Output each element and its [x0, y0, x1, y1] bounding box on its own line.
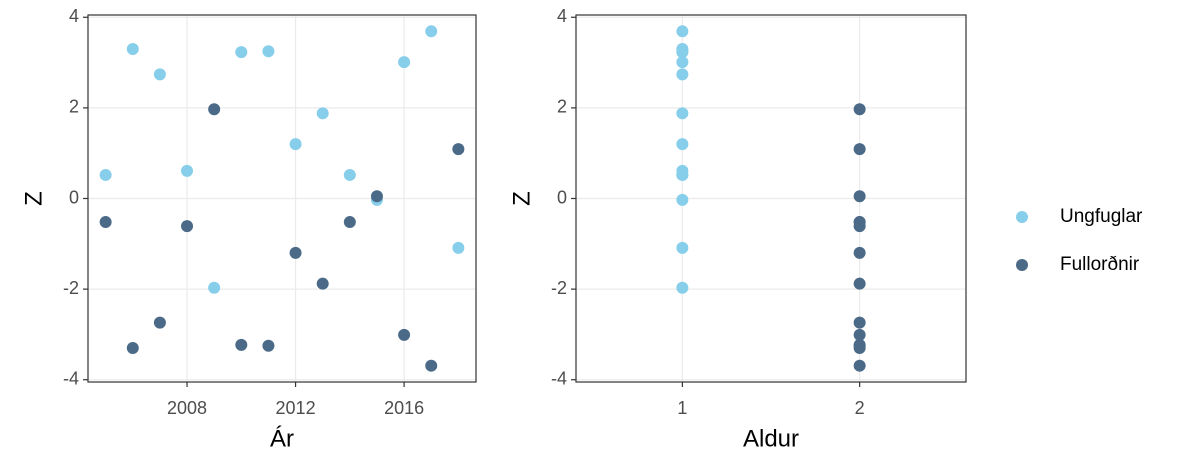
point [853, 339, 866, 352]
y-axis-title: Z [20, 191, 47, 206]
point [452, 241, 465, 254]
point [853, 328, 866, 341]
point [676, 168, 689, 181]
y-tick-label: -4 [63, 368, 79, 388]
point [99, 168, 112, 181]
legend-label: Fullorðnir [1060, 254, 1140, 275]
y-tick-label: 2 [557, 97, 567, 117]
point [262, 45, 275, 58]
point [99, 216, 112, 229]
legend-marker [1016, 211, 1028, 223]
x-tick-label: 2016 [384, 398, 424, 418]
x-axis-title: Aldur [743, 425, 799, 452]
point [676, 25, 689, 38]
y-tick-label: 0 [557, 187, 567, 207]
point [676, 45, 689, 58]
legend-label: Ungfuglar [1060, 206, 1143, 227]
point [676, 193, 689, 206]
point [676, 68, 689, 81]
point [853, 216, 866, 229]
point [289, 138, 302, 151]
x-axis-title: Ár [270, 425, 294, 452]
point [853, 277, 866, 290]
point [853, 190, 866, 203]
x-tick-label: 2 [855, 398, 865, 418]
point [452, 143, 465, 156]
point [853, 103, 866, 116]
x-tick-label: 2012 [276, 398, 316, 418]
point [153, 316, 166, 329]
point [208, 281, 221, 294]
point [343, 216, 356, 229]
point [235, 46, 248, 59]
point [398, 56, 411, 69]
point [425, 25, 438, 38]
point [235, 338, 248, 351]
y-tick-label: 4 [69, 6, 79, 26]
point [181, 220, 194, 233]
point [676, 241, 689, 254]
point [316, 107, 329, 120]
point [676, 56, 689, 69]
point [153, 68, 166, 81]
y-tick-label: -2 [551, 278, 567, 298]
point [425, 359, 438, 372]
y-tick-label: 4 [557, 6, 567, 26]
point [126, 42, 139, 55]
point [398, 328, 411, 341]
panel-border [575, 14, 967, 383]
point [853, 316, 866, 329]
y-axis-title: Z [508, 191, 535, 206]
x-tick-label: 2008 [167, 398, 207, 418]
point [316, 277, 329, 290]
point [208, 103, 221, 116]
y-tick-label: 2 [69, 97, 79, 117]
point [370, 190, 383, 203]
panel-border [87, 14, 477, 383]
point [181, 164, 194, 177]
point [853, 359, 866, 372]
point [126, 342, 139, 355]
legend-marker [1016, 259, 1028, 271]
y-tick-label: -2 [63, 278, 79, 298]
point [676, 138, 689, 151]
point [343, 168, 356, 181]
point [262, 339, 275, 352]
point [853, 246, 866, 259]
x-tick-label: 1 [677, 398, 687, 418]
y-tick-label: -4 [551, 368, 567, 388]
point [853, 143, 866, 156]
y-tick-label: 0 [69, 187, 79, 207]
point [676, 107, 689, 120]
point [289, 246, 302, 259]
point [676, 281, 689, 294]
